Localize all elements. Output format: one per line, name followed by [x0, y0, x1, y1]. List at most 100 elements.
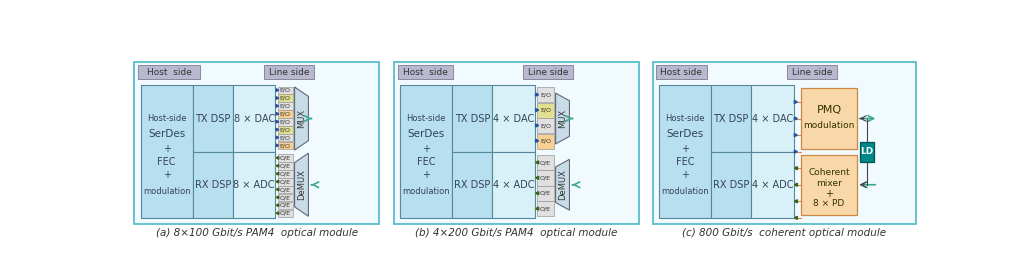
Polygon shape	[536, 192, 539, 195]
Text: FEC: FEC	[158, 157, 176, 167]
Text: Line side: Line side	[268, 68, 309, 77]
Text: Line side: Line side	[793, 68, 833, 77]
Text: E/O: E/O	[280, 96, 291, 101]
Text: E/O: E/O	[280, 88, 291, 93]
Text: Host-side: Host-side	[147, 114, 186, 123]
Text: FEC: FEC	[417, 157, 435, 167]
Text: Host  side: Host side	[146, 68, 191, 77]
Polygon shape	[795, 117, 798, 120]
Text: 4 × ADC: 4 × ADC	[752, 180, 794, 190]
Text: Host  side: Host side	[403, 68, 447, 77]
Bar	[138, 65, 200, 79]
Polygon shape	[276, 112, 279, 115]
Text: mixer: mixer	[816, 179, 842, 188]
Bar	[400, 86, 453, 218]
Bar	[453, 152, 493, 218]
Text: SerDes: SerDes	[148, 129, 185, 139]
Text: Host-side: Host-side	[666, 114, 705, 123]
Text: +: +	[681, 171, 689, 180]
Polygon shape	[276, 144, 279, 147]
Polygon shape	[295, 153, 308, 216]
Text: TX DSP: TX DSP	[714, 114, 749, 123]
Text: 4 × DAC: 4 × DAC	[752, 114, 793, 123]
Text: 8 × PD: 8 × PD	[813, 199, 845, 208]
Bar	[278, 186, 293, 193]
Polygon shape	[795, 150, 798, 153]
Text: E/O: E/O	[540, 92, 551, 97]
Text: LD: LD	[860, 147, 873, 156]
Polygon shape	[795, 100, 798, 104]
Polygon shape	[536, 139, 539, 142]
Text: 8 × DAC: 8 × DAC	[233, 114, 274, 123]
Polygon shape	[795, 183, 798, 186]
Bar	[233, 152, 275, 218]
Bar	[652, 62, 915, 224]
Text: TX DSP: TX DSP	[196, 114, 230, 123]
Bar	[538, 201, 554, 216]
Bar	[278, 110, 293, 118]
Bar	[538, 171, 554, 186]
Text: E/O: E/O	[280, 135, 291, 140]
Bar	[801, 89, 857, 148]
Text: O/E: O/E	[540, 191, 551, 196]
Text: Line side: Line side	[528, 68, 568, 77]
Bar	[397, 65, 454, 79]
Bar	[493, 152, 535, 218]
Polygon shape	[276, 204, 279, 207]
Polygon shape	[276, 196, 279, 199]
Bar	[860, 141, 873, 162]
Text: E/O: E/O	[280, 111, 291, 116]
Text: modulation: modulation	[803, 121, 855, 130]
Text: PMQ: PMQ	[816, 105, 842, 115]
Polygon shape	[276, 120, 279, 123]
Polygon shape	[276, 212, 279, 214]
Text: DeMUX: DeMUX	[558, 169, 567, 200]
Text: O/E: O/E	[280, 155, 291, 161]
Polygon shape	[556, 159, 569, 210]
Text: FEC: FEC	[676, 157, 694, 167]
Text: O/E: O/E	[280, 171, 291, 176]
Bar	[278, 94, 293, 102]
Bar	[538, 186, 554, 201]
Bar	[752, 152, 794, 218]
Text: O/E: O/E	[280, 187, 291, 192]
Text: SerDes: SerDes	[667, 129, 703, 139]
Polygon shape	[295, 87, 308, 150]
Bar	[278, 194, 293, 201]
Bar	[233, 86, 275, 152]
Bar	[278, 87, 293, 94]
Polygon shape	[795, 216, 798, 220]
Text: RX DSP: RX DSP	[195, 180, 231, 190]
Text: MUX: MUX	[558, 109, 567, 128]
Polygon shape	[276, 188, 279, 191]
Text: 4 × ADC: 4 × ADC	[493, 180, 535, 190]
Text: +: +	[681, 144, 689, 154]
Text: modulation: modulation	[662, 187, 709, 196]
Bar	[493, 86, 535, 152]
Bar	[538, 133, 554, 148]
Text: O/E: O/E	[280, 203, 291, 208]
Polygon shape	[536, 176, 539, 179]
Text: SerDes: SerDes	[408, 129, 444, 139]
Bar	[711, 86, 752, 152]
Bar	[278, 178, 293, 186]
Text: (b) 4×200 Gbit/s PAM4  optical module: (b) 4×200 Gbit/s PAM4 optical module	[415, 228, 617, 238]
Bar	[538, 155, 554, 170]
Text: +: +	[422, 171, 430, 180]
Polygon shape	[276, 157, 279, 159]
Bar	[711, 152, 752, 218]
Text: +: +	[825, 189, 833, 199]
Polygon shape	[276, 89, 279, 91]
Polygon shape	[536, 161, 539, 164]
Text: O/E: O/E	[540, 206, 551, 211]
Text: Host side: Host side	[660, 68, 702, 77]
Text: +: +	[163, 171, 171, 180]
Bar	[394, 62, 639, 224]
Polygon shape	[556, 93, 569, 144]
Polygon shape	[276, 172, 279, 175]
Text: O/E: O/E	[540, 160, 551, 165]
Text: 8 × ADC: 8 × ADC	[233, 180, 274, 190]
Text: +: +	[422, 144, 430, 154]
Bar	[278, 142, 293, 149]
Text: O/E: O/E	[280, 179, 291, 184]
